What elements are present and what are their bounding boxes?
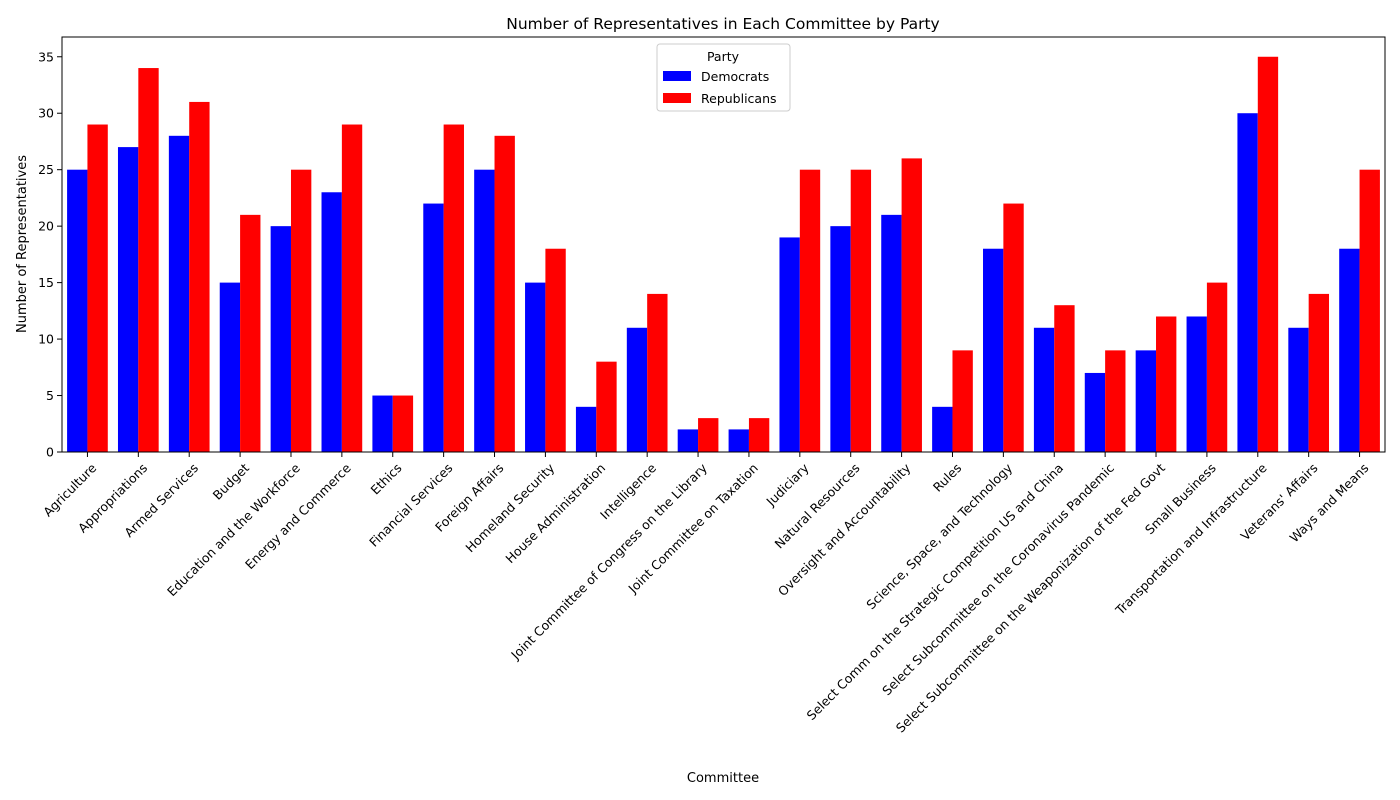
chart-title: Number of Representatives in Each Commit… bbox=[506, 15, 939, 33]
y-tick-label-35: 35 bbox=[38, 49, 54, 64]
bar-republicans-small-business bbox=[1206, 282, 1228, 452]
bar-republicans-agriculture bbox=[87, 124, 108, 453]
bar-republicans-transportation-and-infrastructure bbox=[1257, 56, 1279, 452]
bar-democrats-appropriations bbox=[117, 147, 139, 452]
bar-democrats-ethics bbox=[372, 395, 393, 452]
bar-democrats-joint-committee-on-taxation bbox=[728, 429, 749, 452]
legend-label-republicans: Republicans bbox=[701, 91, 777, 106]
bar-democrats-education-and-the-workforce bbox=[270, 226, 291, 452]
bar-republicans-oversight-and-accountability bbox=[901, 158, 922, 452]
bar-democrats-joint-committee-of-congress-on-the-library bbox=[677, 429, 699, 452]
bar-democrats-armed-services bbox=[168, 135, 190, 452]
bar-democrats-budget bbox=[219, 282, 241, 452]
plot-frame bbox=[61, 36, 1386, 453]
bar-republicans-house-administration bbox=[596, 361, 617, 452]
bar-republicans-select-comm-on-the-strategic-competition-us-and-china bbox=[1054, 305, 1075, 452]
bar-democrats-intelligence bbox=[626, 327, 648, 452]
legend-label-democrats: Democrats bbox=[701, 69, 769, 84]
bar-democrats-transportation-and-infrastructure bbox=[1237, 113, 1258, 452]
bar-republicans-veterans-affairs bbox=[1308, 293, 1330, 452]
bars-group bbox=[67, 56, 1380, 453]
legend-swatch-democrats bbox=[663, 71, 691, 81]
bar-republicans-judiciary bbox=[799, 169, 821, 452]
bar-republicans-ways-and-means bbox=[1359, 169, 1380, 452]
bar-democrats-select-subcommittee-on-the-coronavirus-pandemic bbox=[1084, 372, 1106, 452]
y-tick-label-10: 10 bbox=[38, 332, 54, 347]
y-axis: 0 5 10 15 20 25 30 35 bbox=[38, 49, 62, 460]
bar-republicans-science-space-and-technology bbox=[1003, 203, 1024, 452]
bar-republicans-budget bbox=[240, 214, 261, 452]
bar-republicans-joint-committee-of-congress-on-the-library bbox=[698, 418, 719, 452]
legend: Party Democrats Republicans bbox=[656, 43, 791, 112]
bar-republicans-education-and-the-workforce bbox=[290, 169, 312, 452]
bar-republicans-select-subcommittee-on-the-weaponization-of-the-fed-govt bbox=[1156, 316, 1177, 452]
y-tick-label-30: 30 bbox=[38, 106, 54, 121]
x-axis-title: Committee bbox=[687, 771, 759, 786]
legend-swatch-republicans bbox=[663, 93, 691, 103]
bar-democrats-homeland-security bbox=[525, 282, 546, 452]
bar-democrats-natural-resources bbox=[830, 226, 851, 452]
bar-democrats-oversight-and-accountability bbox=[881, 214, 902, 452]
y-tick-label-5: 5 bbox=[46, 388, 54, 403]
bar-republicans-appropriations bbox=[138, 68, 159, 453]
bar-democrats-house-administration bbox=[575, 406, 597, 452]
bar-democrats-financial-services bbox=[423, 203, 444, 452]
bar-democrats-select-subcommittee-on-the-weaponization-of-the-fed-govt bbox=[1135, 350, 1157, 452]
bar-republicans-natural-resources bbox=[850, 169, 872, 452]
bar-republicans-joint-committee-on-taxation bbox=[748, 418, 770, 452]
y-tick-label-0: 0 bbox=[46, 445, 54, 460]
bar-republicans-intelligence bbox=[647, 293, 668, 452]
bar-democrats-agriculture bbox=[67, 169, 88, 452]
bar-democrats-veterans-affairs bbox=[1288, 327, 1309, 452]
bar-democrats-select-comm-on-the-strategic-competition-us-and-china bbox=[1033, 327, 1055, 452]
y-axis-title: Number of Representatives bbox=[15, 155, 30, 333]
bar-democrats-small-business bbox=[1186, 316, 1207, 452]
bar-democrats-rules bbox=[932, 406, 953, 452]
bar-republicans-financial-services bbox=[443, 124, 464, 453]
bar-republicans-armed-services bbox=[189, 101, 210, 453]
legend-title: Party bbox=[707, 49, 740, 64]
bar-republicans-energy-and-commerce bbox=[341, 124, 363, 453]
y-tick-label-25: 25 bbox=[38, 162, 54, 177]
bar-republicans-select-subcommittee-on-the-coronavirus-pandemic bbox=[1105, 350, 1126, 452]
bar-republicans-rules bbox=[952, 350, 973, 452]
y-tick-label-15: 15 bbox=[38, 275, 54, 290]
bar-republicans-homeland-security bbox=[545, 248, 566, 452]
bar-republicans-ethics bbox=[392, 395, 414, 452]
bar-democrats-ways-and-means bbox=[1339, 248, 1360, 452]
bar-democrats-judiciary bbox=[779, 237, 800, 452]
bar-democrats-energy-and-commerce bbox=[321, 192, 342, 452]
bar-democrats-science-space-and-technology bbox=[983, 248, 1004, 452]
bar-republicans-foreign-affairs bbox=[494, 135, 515, 452]
bar-democrats-foreign-affairs bbox=[474, 169, 495, 452]
y-tick-label-20: 20 bbox=[38, 219, 54, 234]
